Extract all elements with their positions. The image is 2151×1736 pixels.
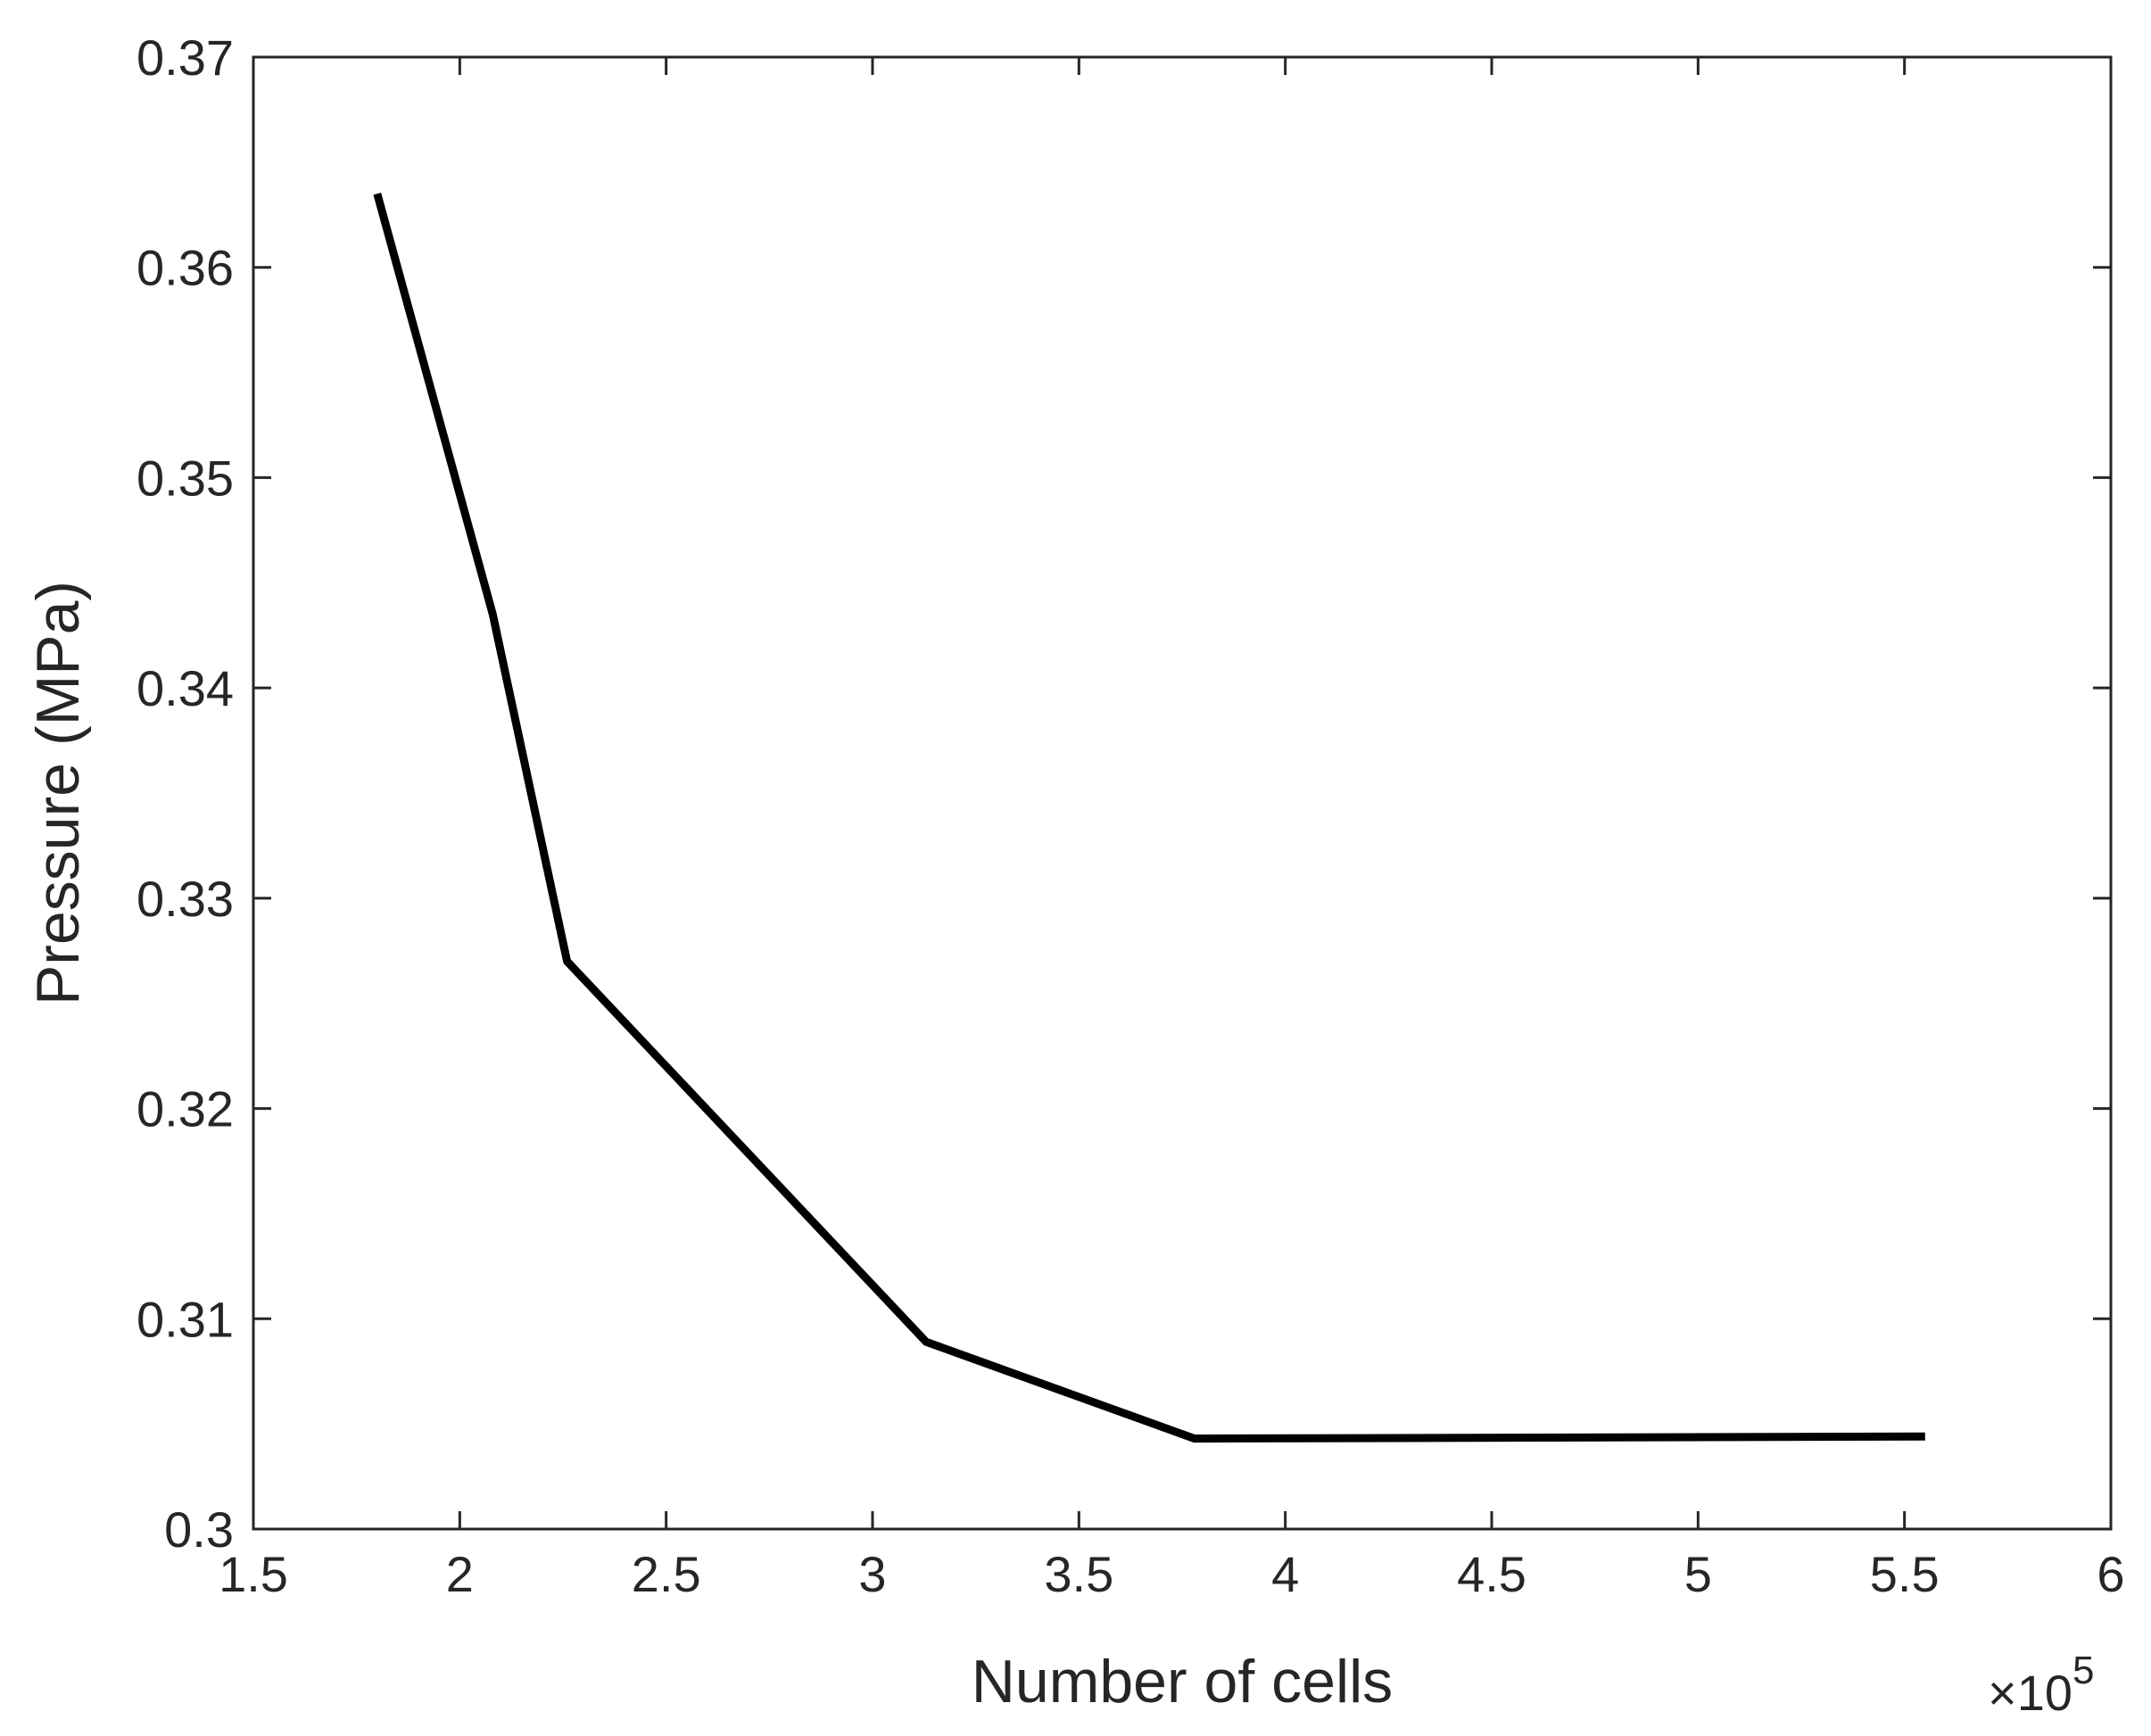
x-tick-label: 3.5 [1044,1546,1113,1602]
x-axis-label: Number of cells [972,1648,1393,1715]
x-tick-label: 2.5 [632,1546,701,1602]
x-axis-multiplier: ×105 [1988,1649,2094,1721]
y-tick-label: 0.31 [137,1291,234,1347]
x-tick-label: 1.5 [219,1546,288,1602]
y-axis-label: Pressure (MPa) [24,581,92,1005]
x-axis-multiplier-exponent: 5 [2072,1649,2094,1692]
x-tick-label: 4.5 [1457,1546,1526,1602]
y-tick-label: 0.35 [137,450,234,506]
x-tick-label: 5.5 [1870,1546,1940,1602]
axis-tick-labels: 1.5 2 2.5 3 3.5 4 4.5 5 5.5 6 0.3 0.31 0.32 0.33 0.34 0… [137,29,2125,1602]
series-line [373,193,1925,1443]
y-tick-label: 0.36 [137,240,234,296]
plot-area-background [253,57,2111,1529]
x-tick-label: 3 [858,1546,886,1602]
series-layer [373,193,1925,1443]
plot-frame [252,55,2113,1531]
x-axis-multiplier-base: ×10 [1988,1665,2072,1721]
x-tick-label: 5 [1684,1546,1712,1602]
x-tick-label: 4 [1271,1546,1299,1602]
x-tick-label: 6 [2097,1546,2124,1602]
y-tick-label: 0.37 [137,29,234,86]
y-tick-label: 0.3 [164,1501,234,1558]
x-tick-label: 2 [446,1546,474,1602]
y-tick-label: 0.32 [137,1081,234,1137]
y-tick-label: 0.33 [137,871,234,927]
y-tick-label: 0.34 [137,660,234,716]
